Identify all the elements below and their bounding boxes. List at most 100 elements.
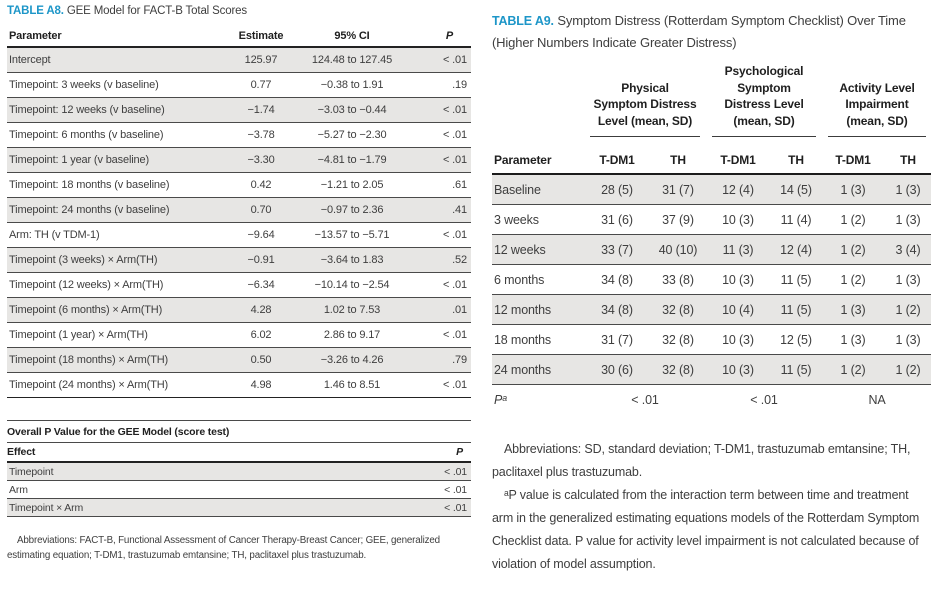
table-a9-group-headers: Physical Symptom Distress Level (mean, S…: [492, 63, 931, 137]
overall-p-body: Timepoint < .01 Arm < .01 Timepoint × Ar…: [7, 463, 471, 517]
cell-value: 1 (2): [895, 302, 921, 317]
table-row: Timepoint: 3 weeks (v baseline) 0.77 −0.…: [7, 72, 471, 97]
cell-p: .79: [452, 354, 467, 366]
cell-value: 1 (2): [840, 272, 866, 287]
cell-parameter: Timepoint: 6 months (v baseline): [9, 129, 164, 141]
table-row: Baseline 28 (5) 31 (7) 12 (4) 14 (5) 1 (…: [492, 175, 931, 204]
cell-parameter: Timepoint (18 months) × Arm(TH): [9, 354, 169, 366]
cell-timepoint: Baseline: [494, 182, 541, 197]
table-a9-section: TABLE A9. Symptom Distress (Rotterdam Sy…: [492, 10, 931, 576]
column-header-estimate: Estimate: [238, 29, 284, 42]
cell-parameter: Arm: TH (v TDM-1): [9, 229, 100, 241]
cell-value: 1 (2): [840, 242, 866, 257]
table-row: Timepoint (18 months) × Arm(TH) 0.50 −3.…: [7, 347, 471, 372]
cell-ci: 124.48 to 127.45: [311, 54, 393, 66]
group-header-psychological: Psychological Symptom Distress Level (me…: [712, 63, 816, 137]
cell-value: 10 (3): [722, 332, 754, 347]
cell-parameter: Intercept: [9, 54, 51, 66]
cell-value: 31 (7): [601, 332, 633, 347]
cell-value: 28 (5): [601, 182, 633, 197]
cell-value: 1 (3): [895, 272, 921, 287]
table-row: Timepoint: 1 year (v baseline) −3.30 −4.…: [7, 147, 471, 172]
column-header-p: P: [445, 29, 453, 42]
cell-parameter: Timepoint (3 weeks) × Arm(TH): [9, 254, 158, 266]
cell-p: < .01: [444, 501, 467, 514]
column-header-parameter: Parameter: [494, 153, 552, 167]
cell-p: < .01: [442, 379, 467, 391]
cell-timepoint: 12 weeks: [494, 242, 546, 257]
cell-value: 32 (8): [662, 332, 694, 347]
cell-estimate: 4.28: [250, 304, 272, 316]
table-a9-footnotes: Abbreviations: SD, standard deviation; T…: [492, 438, 931, 576]
column-header-tdm1: T-DM1: [599, 153, 635, 167]
table-row: 18 months 31 (7) 32 (8) 10 (3) 12 (5) 1 …: [492, 324, 931, 354]
cell-estimate: −9.64: [247, 229, 275, 241]
cell-estimate: 0.42: [250, 179, 272, 191]
cell-timepoint: 3 weeks: [494, 212, 539, 227]
cell-value: 10 (3): [722, 212, 754, 227]
cell-estimate: 125.97: [244, 54, 278, 66]
cell-value: 31 (7): [662, 182, 694, 197]
cell-value: 14 (5): [780, 182, 812, 197]
group-header-physical: Physical Symptom Distress Level (mean, S…: [590, 80, 700, 137]
cell-p: < .01: [444, 483, 467, 496]
cell-value: 40 (10): [658, 242, 698, 257]
cell-parameter: Timepoint (12 weeks) × Arm(TH): [9, 279, 164, 291]
cell-timepoint: 12 months: [494, 302, 552, 317]
cell-value: 1 (2): [840, 362, 866, 377]
column-header-tdm1: T-DM1: [835, 153, 871, 167]
cell-estimate: 0.50: [250, 354, 272, 366]
table-a8-section: TABLE A8. GEE Model for FACT-B Total Sco…: [7, 4, 471, 563]
cell-p: < .01: [442, 54, 467, 66]
column-header-parameter: Parameter: [9, 29, 62, 42]
table-a8-footnote: Abbreviations: FACT-B, Functional Assess…: [7, 535, 440, 561]
table-row: Arm: TH (v TDM-1) −9.64 −13.57 to −5.71 …: [7, 222, 471, 247]
cell-ci: 1.46 to 8.51: [323, 379, 381, 391]
cell-p: < .01: [442, 229, 467, 241]
cell-value: 33 (7): [601, 242, 633, 257]
table-row: Timepoint < .01: [7, 463, 471, 480]
cell-value: 1 (2): [895, 362, 921, 377]
column-header-th: TH: [900, 153, 916, 167]
cell-p: < .01: [442, 279, 467, 291]
column-header-p: P: [456, 446, 463, 458]
cell-p: .52: [452, 254, 467, 266]
table-a8-label: TABLE A8.: [7, 5, 64, 17]
cell-value: 31 (6): [601, 212, 633, 227]
cell-value: 1 (2): [840, 212, 866, 227]
overall-p-table: Overall P Value for the GEE Model (score…: [7, 420, 471, 517]
column-header-effect: Effect: [7, 446, 36, 458]
column-header-th: TH: [670, 153, 686, 167]
cell-value: 1 (3): [840, 302, 866, 317]
cell-effect: Timepoint × Arm: [9, 501, 84, 514]
cell-value: 12 (4): [780, 242, 812, 257]
table-row: Timepoint: 6 months (v baseline) −3.78 −…: [7, 122, 471, 147]
table-row: Timepoint: 24 months (v baseline) 0.70 −…: [7, 197, 471, 222]
overall-p-header-row: Effect P: [7, 443, 471, 463]
cell-parameter: Timepoint: 1 year (v baseline): [9, 154, 149, 166]
table-a8-header-row: Parameter Estimate 95% CI P: [7, 25, 471, 48]
cell-parameter: Timepoint (24 months) × Arm(TH): [9, 379, 169, 391]
table-row: Timepoint (6 months) × Arm(TH) 4.28 1.02…: [7, 297, 471, 322]
cell-value: 1 (3): [895, 212, 921, 227]
cell-value: 30 (6): [601, 362, 633, 377]
table-row: Timepoint (3 weeks) × Arm(TH) −0.91 −3.6…: [7, 247, 471, 272]
column-header-tdm1: T-DM1: [720, 153, 756, 167]
cell-value: 10 (4): [722, 302, 754, 317]
cell-ci: −1.21 to 2.05: [320, 179, 384, 191]
table-a8-title: TABLE A8. GEE Model for FACT-B Total Sco…: [7, 4, 471, 19]
cell-ci: −10.14 to −2.54: [314, 279, 390, 291]
cell-value: 11 (5): [780, 302, 812, 317]
cell-parameter: Timepoint (1 year) × Arm(TH): [9, 329, 148, 341]
table-row: Timepoint (1 year) × Arm(TH) 6.02 2.86 t…: [7, 322, 471, 347]
cell-ci: −3.03 to −0.44: [317, 104, 387, 116]
cell-value: 32 (8): [662, 302, 694, 317]
cell-timepoint: 24 months: [494, 362, 552, 377]
overall-p-title: Overall P Value for the GEE Model (score…: [7, 421, 471, 443]
cell-effect: Arm: [9, 483, 28, 496]
cell-p: .61: [452, 179, 467, 191]
cell-timepoint: 6 months: [494, 272, 545, 287]
cell-value: 1 (3): [895, 182, 921, 197]
column-header-th: TH: [788, 153, 804, 167]
cell-value: 11 (3): [722, 242, 754, 257]
